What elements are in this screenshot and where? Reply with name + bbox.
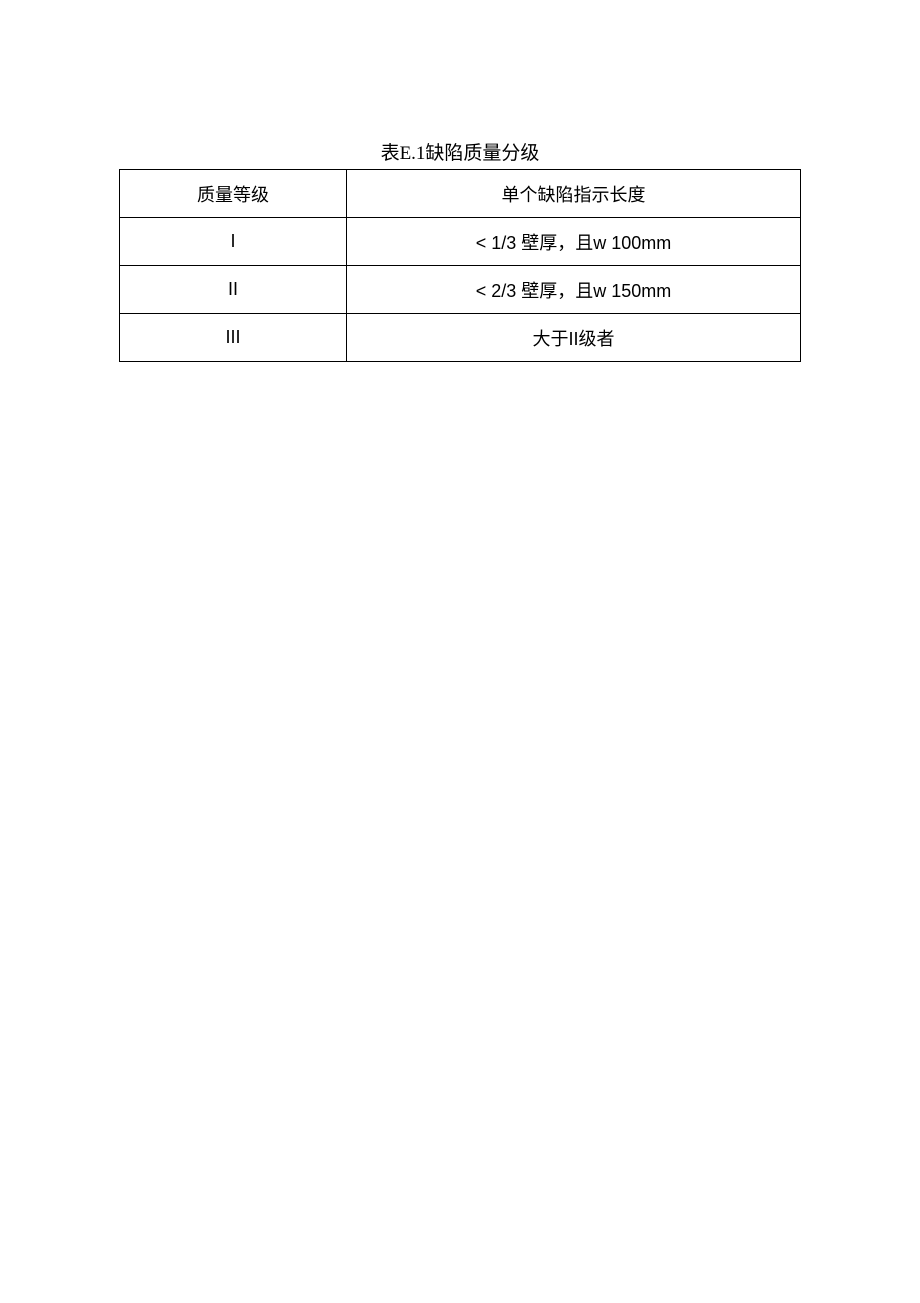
description-cell: < 2/3 壁厚，且w 150mm — [347, 266, 801, 314]
column-header-grade: 质量等级 — [120, 170, 347, 218]
grade-cell: III — [120, 314, 347, 362]
description-cell: 大于II级者 — [347, 314, 801, 362]
table-title: 表E.1缺陷质量分级 — [119, 138, 801, 165]
document-page: 表E.1缺陷质量分级 质量等级 单个缺陷指示长度 I < 1/3 壁厚，且w 1… — [0, 0, 920, 362]
table-header-row: 质量等级 单个缺陷指示长度 — [120, 170, 801, 218]
column-header-description: 单个缺陷指示长度 — [347, 170, 801, 218]
description-cell: < 1/3 壁厚，且w 100mm — [347, 218, 801, 266]
table-row: II < 2/3 壁厚，且w 150mm — [120, 266, 801, 314]
grade-cell: I — [120, 218, 347, 266]
grade-cell: II — [120, 266, 347, 314]
table-row: III 大于II级者 — [120, 314, 801, 362]
defect-quality-table: 质量等级 单个缺陷指示长度 I < 1/3 壁厚，且w 100mm II < 2… — [119, 169, 801, 362]
table-row: I < 1/3 壁厚，且w 100mm — [120, 218, 801, 266]
